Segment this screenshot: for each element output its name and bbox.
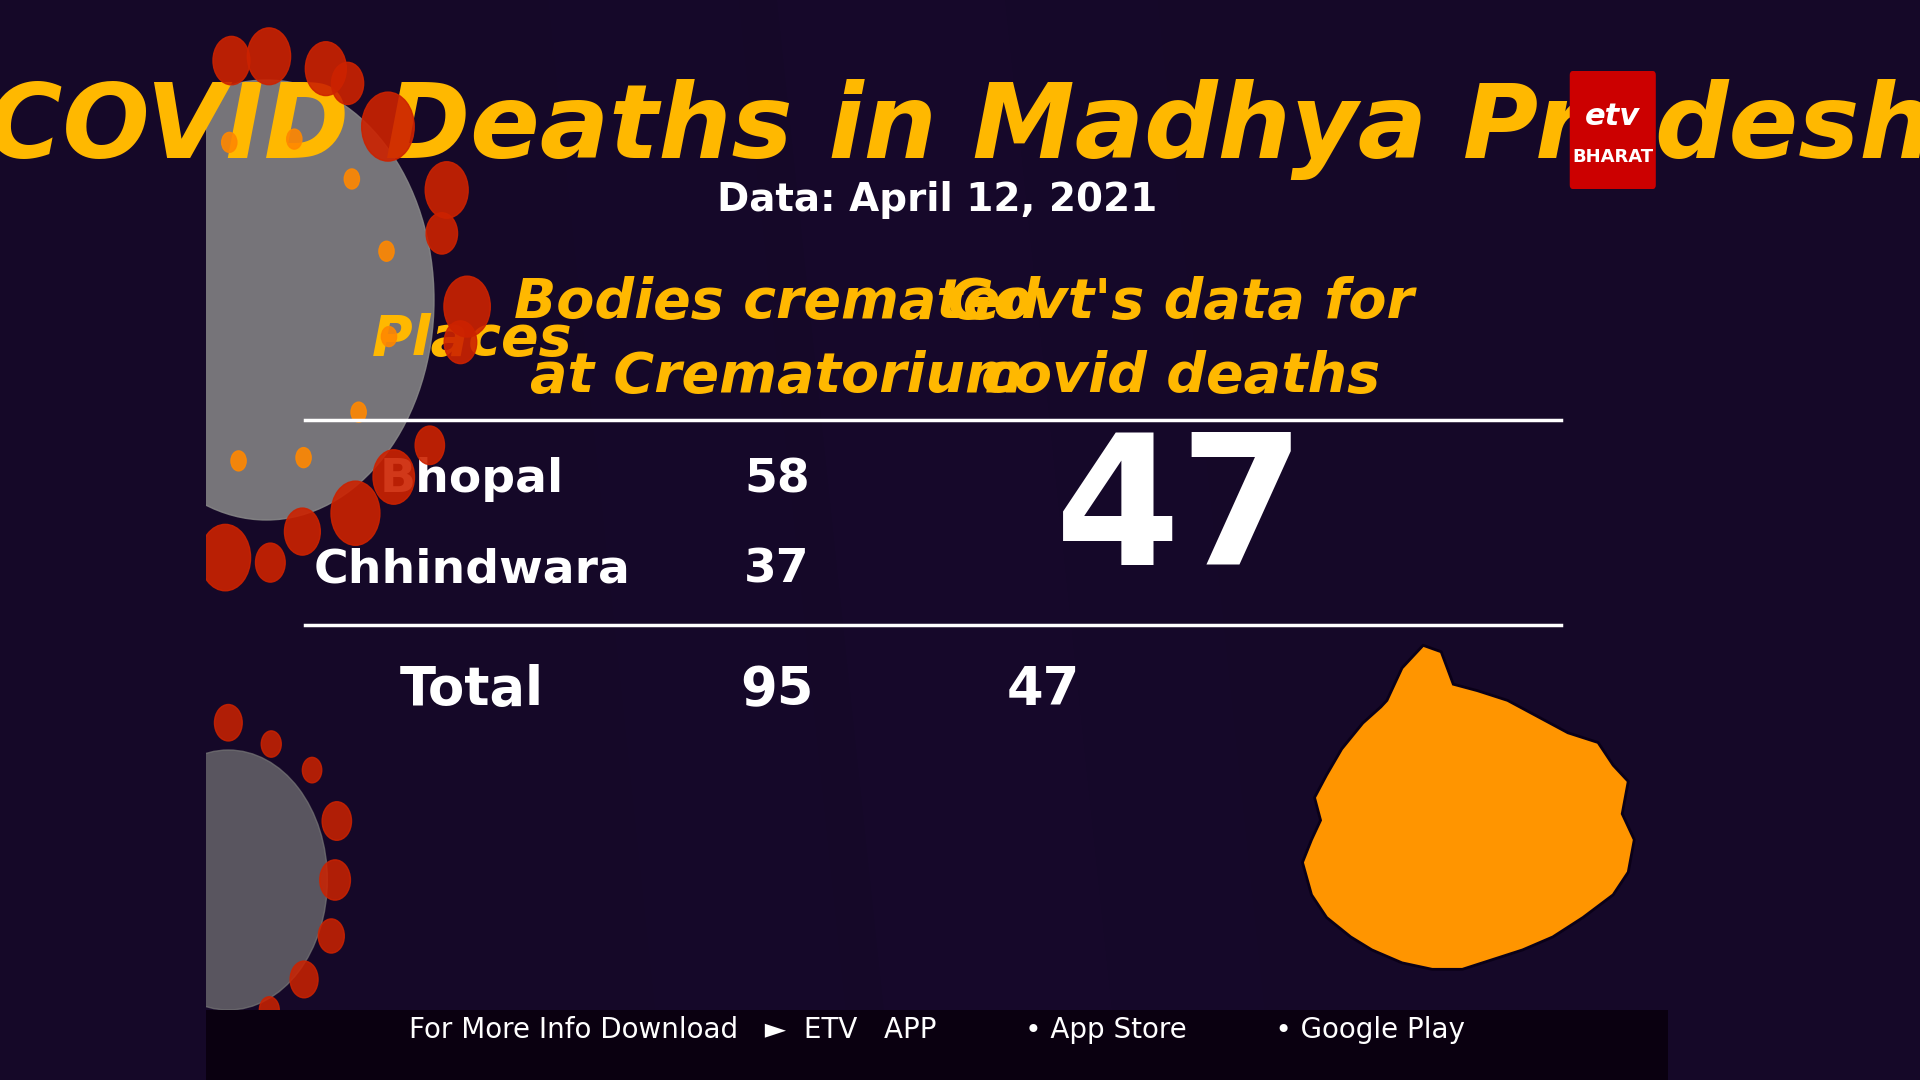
Text: COVID Deaths in Madhya Pradesh: COVID Deaths in Madhya Pradesh (0, 80, 1920, 180)
Circle shape (106, 802, 134, 839)
Circle shape (361, 92, 415, 161)
Text: 95: 95 (739, 664, 814, 716)
Circle shape (115, 103, 144, 140)
Text: BHARAT: BHARAT (1572, 148, 1653, 166)
Circle shape (321, 860, 351, 900)
Text: Bodies cremated
at Crematorium: Bodies cremated at Crematorium (515, 275, 1041, 405)
Circle shape (296, 447, 311, 468)
Text: For More Info Download   ►  ETV   APP          • App Store          • Google Pla: For More Info Download ► ETV APP • App S… (409, 1016, 1465, 1044)
Circle shape (372, 449, 415, 504)
Circle shape (344, 168, 359, 189)
Circle shape (319, 919, 344, 953)
Circle shape (63, 261, 108, 321)
Circle shape (424, 162, 468, 218)
Circle shape (138, 339, 154, 359)
Text: etv: etv (1586, 103, 1640, 132)
Circle shape (215, 704, 242, 741)
Circle shape (332, 63, 363, 105)
Circle shape (215, 1014, 240, 1047)
Circle shape (177, 732, 196, 757)
Circle shape (259, 997, 278, 1023)
Text: 47: 47 (1006, 664, 1081, 716)
Circle shape (286, 130, 301, 149)
Circle shape (305, 42, 346, 96)
Circle shape (351, 402, 367, 422)
Circle shape (261, 731, 280, 757)
Text: Govt's data for
covid deaths: Govt's data for covid deaths (948, 275, 1413, 405)
Circle shape (444, 276, 490, 337)
Circle shape (330, 481, 380, 545)
Circle shape (113, 916, 142, 954)
Circle shape (131, 972, 157, 1008)
Circle shape (171, 1007, 196, 1040)
Circle shape (44, 224, 92, 286)
Circle shape (150, 475, 204, 544)
Text: Chhindwara: Chhindwara (313, 548, 630, 593)
Polygon shape (1302, 646, 1634, 970)
Circle shape (71, 333, 111, 386)
Circle shape (213, 37, 250, 85)
Circle shape (154, 54, 186, 96)
Text: 47: 47 (1054, 427, 1306, 603)
Circle shape (138, 761, 161, 792)
Text: 37: 37 (743, 548, 810, 593)
Circle shape (67, 387, 102, 432)
Text: Places: Places (372, 313, 572, 367)
Circle shape (323, 801, 351, 840)
Circle shape (426, 213, 457, 254)
Circle shape (200, 525, 252, 591)
Text: 58: 58 (743, 458, 810, 502)
Circle shape (96, 863, 121, 896)
Circle shape (92, 165, 121, 203)
Circle shape (382, 326, 397, 347)
Text: Data: April 12, 2021: Data: April 12, 2021 (716, 181, 1158, 219)
Circle shape (129, 750, 328, 1010)
Circle shape (415, 426, 445, 464)
Circle shape (119, 451, 159, 505)
Circle shape (301, 757, 323, 783)
Circle shape (444, 321, 476, 364)
Circle shape (230, 450, 246, 471)
Circle shape (248, 28, 290, 84)
Circle shape (167, 178, 182, 198)
Circle shape (221, 133, 236, 152)
Text: Bhopal: Bhopal (380, 458, 564, 502)
Circle shape (98, 80, 434, 519)
Circle shape (173, 411, 188, 431)
Bar (205, 1010, 1668, 1080)
Circle shape (378, 241, 394, 261)
FancyBboxPatch shape (1571, 71, 1655, 189)
Circle shape (136, 254, 152, 273)
Circle shape (290, 961, 319, 998)
Circle shape (284, 508, 321, 555)
Text: Total: Total (399, 664, 543, 716)
PathPatch shape (778, 0, 1119, 1080)
Circle shape (255, 543, 286, 582)
